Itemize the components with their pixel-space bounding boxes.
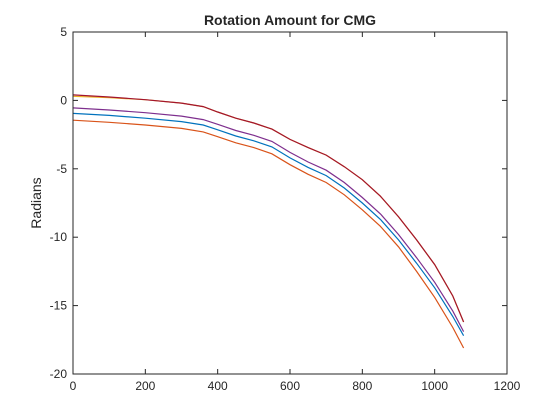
y-tick-label: -10 xyxy=(50,230,68,244)
y-tick-label: 5 xyxy=(60,25,67,39)
x-tick-label: 0 xyxy=(70,379,77,393)
tick-marks xyxy=(72,31,508,375)
x-tick-label: 200 xyxy=(135,379,155,393)
series-line-4 xyxy=(72,107,465,332)
x-tick-label: 600 xyxy=(280,379,300,393)
series-line-2 xyxy=(72,119,465,349)
x-tick-label: 1000 xyxy=(421,379,448,393)
x-tick-label: 800 xyxy=(352,379,372,393)
y-tick-label: -20 xyxy=(50,367,68,381)
y-axis-label: Radians xyxy=(28,177,44,228)
x-tick-label: 400 xyxy=(208,379,228,393)
series-line-1 xyxy=(72,112,465,336)
plot-lines xyxy=(72,94,465,349)
series-line-5 xyxy=(72,94,465,323)
tick-labels: 0 200 400 600 800 1000 1200 -20 -15 -10 -5 0 5 xyxy=(50,25,521,393)
y-tick-label: -5 xyxy=(56,162,67,176)
y-tick-label: -15 xyxy=(50,299,68,313)
chart-title: Rotation Amount for CMG xyxy=(204,12,376,28)
y-tick-label: 0 xyxy=(60,93,67,107)
axes xyxy=(72,31,508,375)
x-tick-label: 1200 xyxy=(494,379,521,393)
plot-frame xyxy=(72,31,508,375)
series-line-3 xyxy=(72,95,465,323)
